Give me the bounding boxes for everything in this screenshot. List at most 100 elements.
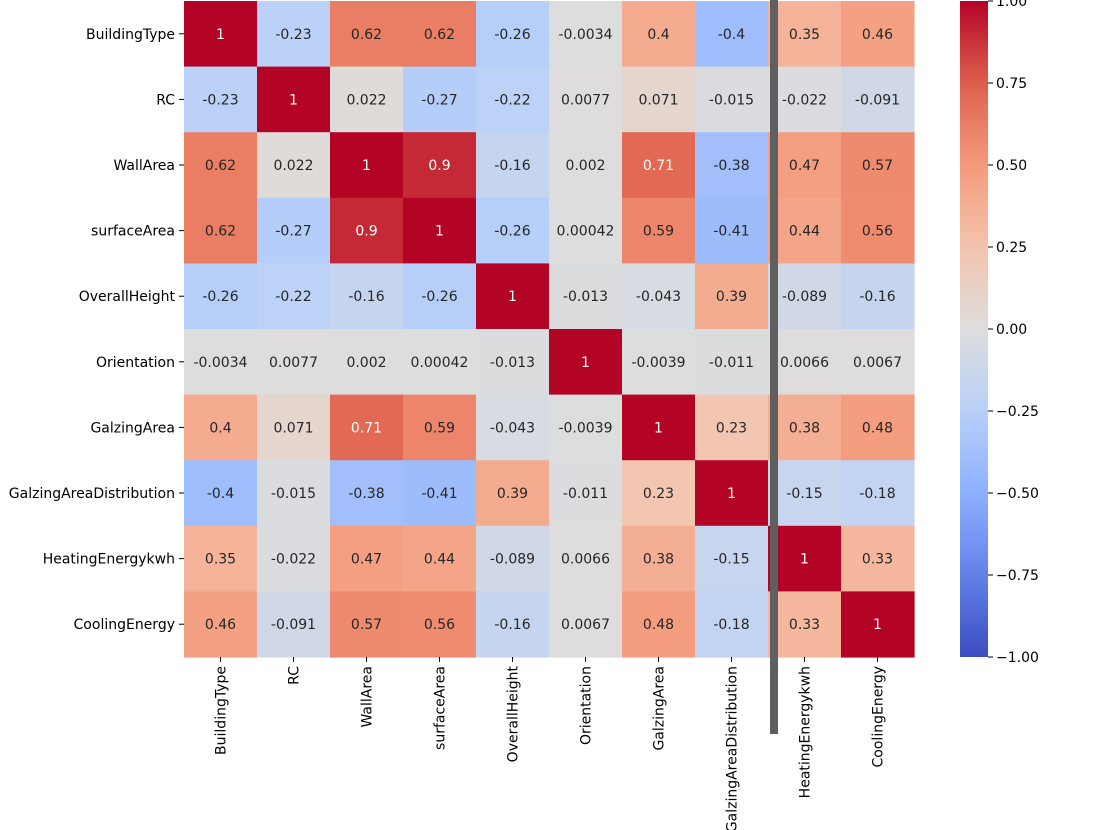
cell-value-label: 0.39	[716, 289, 747, 305]
x-tick-label: GalzingArea	[652, 666, 668, 751]
heatmap-cell	[330, 66, 404, 133]
heatmap-cell	[768, 132, 842, 199]
cell-value-label: -0.16	[494, 158, 530, 174]
cell-value-label: 0.00042	[411, 355, 469, 371]
heatmap-cell	[403, 263, 477, 330]
heatmap-cell	[549, 197, 623, 264]
heatmap-cell	[184, 460, 258, 527]
heatmap-cell	[403, 525, 477, 592]
heatmap-cell	[330, 132, 404, 199]
heatmap-cell	[549, 460, 623, 527]
cell-value-label: -0.022	[271, 552, 316, 568]
cell-value-label: 0.33	[789, 617, 820, 633]
cell-value-label: -0.16	[494, 617, 530, 633]
cell-value-label: 0.35	[205, 552, 236, 568]
y-tick-label: GalzingArea	[90, 420, 175, 436]
cell-value-label: -0.0039	[558, 420, 612, 436]
x-tick-label: WallArea	[360, 666, 376, 728]
cell-value-label: -0.26	[494, 224, 530, 240]
cell-value-label: 0.62	[205, 158, 236, 174]
heatmap-cell	[184, 1, 258, 68]
heatmap-cell	[841, 525, 915, 592]
heatmap-cell	[184, 329, 258, 396]
heatmap-cell	[330, 263, 404, 330]
cell-value-label: 1	[362, 158, 371, 174]
heatmap-cell	[403, 394, 477, 461]
heatmap-cell	[184, 132, 258, 199]
cell-value-label: 1	[508, 289, 517, 305]
cell-value-label: -0.011	[563, 486, 608, 502]
cell-value-label: 0.38	[643, 552, 674, 568]
cell-value-label: 0.59	[424, 420, 455, 436]
heatmap-cell	[768, 263, 842, 330]
heatmap-cell	[257, 197, 331, 264]
heatmap-cell	[403, 132, 477, 199]
cell-value-label: -0.4	[207, 486, 234, 502]
cell-value-label: -0.043	[636, 289, 681, 305]
heatmap-cell	[841, 197, 915, 264]
colorbar-tick-label: 0.25	[996, 240, 1027, 256]
cell-value-label: 0.46	[862, 27, 893, 43]
heatmap-cell	[403, 591, 477, 658]
heatmap-cells	[184, 1, 915, 658]
heatmap-cell	[841, 460, 915, 527]
cell-value-label: -0.089	[782, 289, 827, 305]
cell-value-label: 0.44	[789, 224, 820, 240]
cell-value-label: 0.23	[716, 420, 747, 436]
heatmap-cell	[184, 263, 258, 330]
heatmap-cell	[622, 132, 696, 199]
heatmap-cell	[330, 329, 404, 396]
heatmap-cell	[330, 525, 404, 592]
heatmap-cell	[841, 394, 915, 461]
cell-value-label: 0.48	[862, 420, 893, 436]
cell-value-label: 0.71	[351, 420, 382, 436]
cell-value-label: 0.022	[273, 158, 313, 174]
heatmap-cell	[476, 66, 550, 133]
colorbar-tick-label: 0.00	[996, 322, 1027, 338]
cell-value-label: 0.39	[497, 486, 528, 502]
heatmap-cell	[549, 394, 623, 461]
cell-value-label: 0.57	[862, 158, 893, 174]
heatmap-cell	[184, 66, 258, 133]
heatmap-cell	[622, 591, 696, 658]
y-tick-label: BuildingType	[86, 27, 175, 43]
heatmap-cell	[841, 329, 915, 396]
cell-value-label: 0.56	[862, 224, 893, 240]
x-tick-label: CoolingEnergy	[871, 666, 887, 767]
x-tick-label: GalzingAreaDistribution	[725, 666, 741, 830]
cell-value-label: -0.0039	[631, 355, 685, 371]
heatmap-cell	[257, 591, 331, 658]
heatmap-cell	[622, 66, 696, 133]
cell-value-label: 0.0067	[561, 617, 610, 633]
cell-value-label: -0.22	[494, 92, 530, 108]
heatmap-cell	[768, 197, 842, 264]
heatmap-cell	[768, 329, 842, 396]
cell-value-label: 0.9	[355, 224, 377, 240]
colorbar-tick-label: −0.75	[996, 568, 1039, 584]
cell-value-label: -0.022	[782, 92, 827, 108]
y-tick-label: CoolingEnergy	[74, 617, 175, 633]
cell-value-label: 0.47	[351, 552, 382, 568]
colorbar-tick-label: −0.50	[996, 486, 1039, 502]
cell-value-label: 1	[873, 617, 882, 633]
heatmap-cell	[257, 394, 331, 461]
y-tick-label: RC	[156, 92, 175, 108]
cell-value-label: 0.0066	[561, 552, 610, 568]
heatmap-cell	[330, 197, 404, 264]
heatmap-cell	[476, 263, 550, 330]
cell-value-label: 0.0077	[561, 92, 610, 108]
cell-value-label: 0.38	[789, 420, 820, 436]
heatmap-cell	[768, 525, 842, 592]
y-tick-label: HeatingEnergykwh	[43, 552, 175, 568]
heatmap-cell	[768, 591, 842, 658]
cell-value-label: -0.38	[348, 486, 384, 502]
heatmap-cell	[476, 132, 550, 199]
heatmap-cell	[622, 263, 696, 330]
cell-value-label: 1	[581, 355, 590, 371]
y-tick-label: WallArea	[113, 158, 175, 174]
heatmap-cell	[841, 1, 915, 68]
heatmap-annotations: 1 -0.23 0.62 0.62 -0.26 -0.0034 0.4 -0.4 0.35 0.4…	[193, 27, 902, 633]
cell-value-label: 1	[289, 92, 298, 108]
cell-value-label: -0.015	[709, 92, 754, 108]
cell-value-label: -0.4	[718, 27, 745, 43]
